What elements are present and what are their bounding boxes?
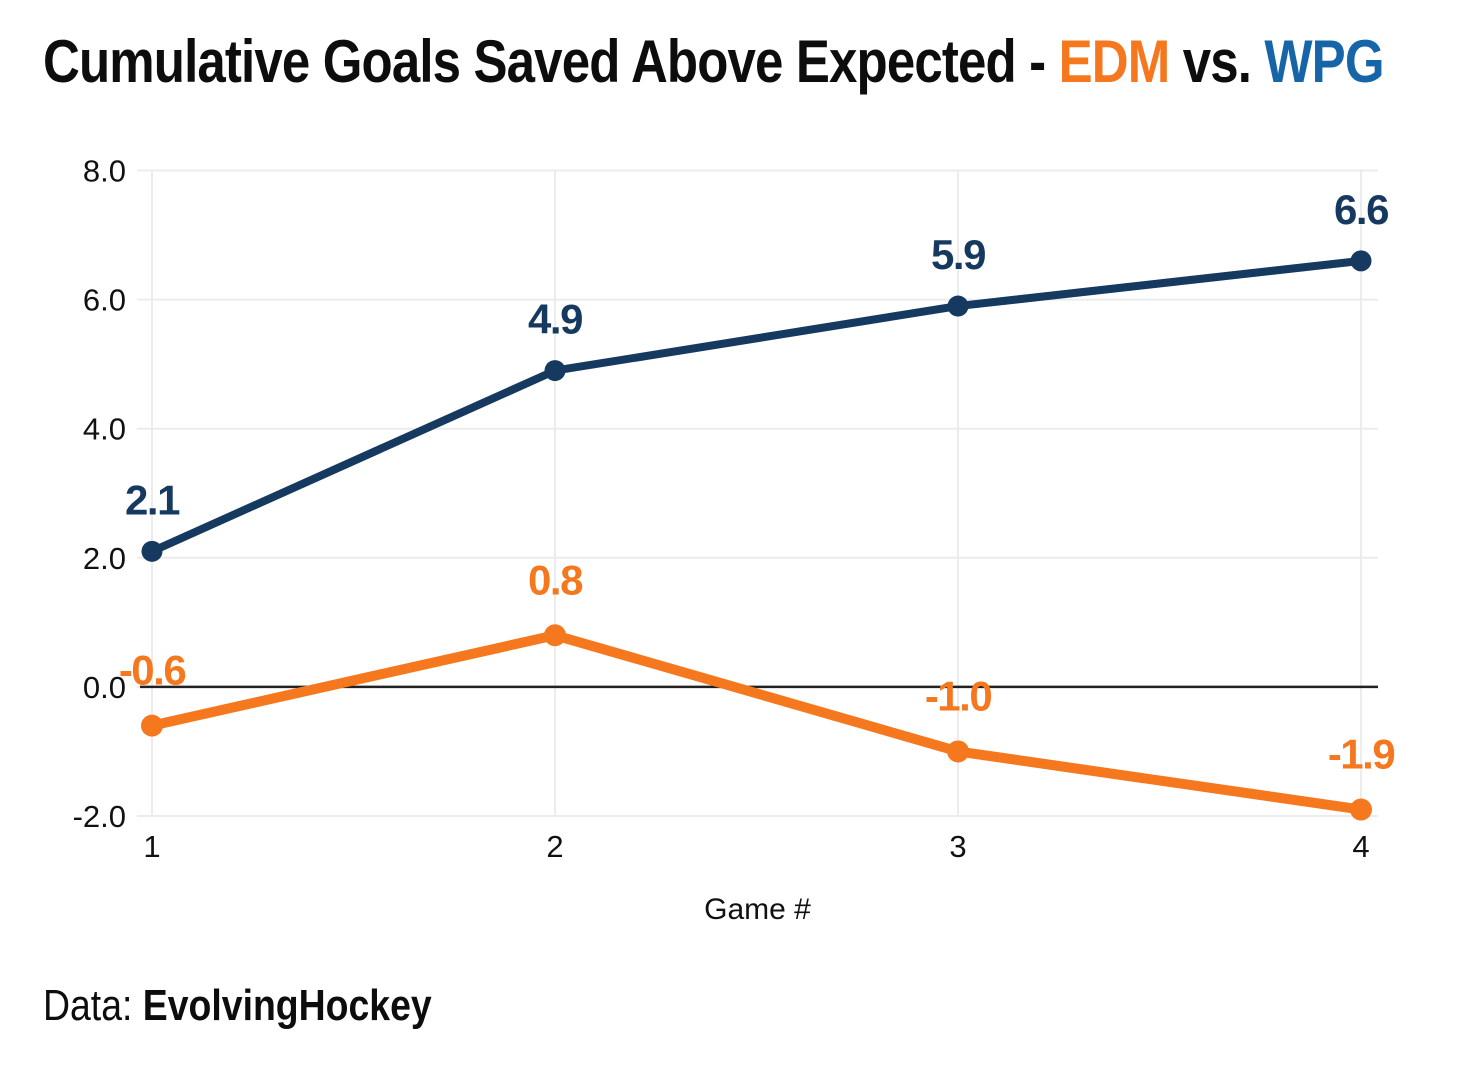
wpg-value-label-game-4: 6.6 — [1334, 186, 1388, 233]
edm-point-game-2 — [544, 624, 566, 647]
x-tick-label-1: 1 — [143, 829, 160, 864]
edm-point-game-4 — [1350, 798, 1372, 821]
y-tick-label-0.0: 0.0 — [83, 670, 126, 705]
edm-line — [147, 630, 1366, 815]
data-source: Data: EvolvingHockey — [43, 981, 432, 1031]
wpg-point-game-2 — [544, 360, 566, 382]
chart-title: Cumulative Goals Saved Above Expected - … — [43, 28, 1385, 95]
wpg-value-label-game-3: 5.9 — [931, 231, 985, 278]
wpg-value-label-game-1: 2.1 — [125, 476, 180, 523]
title-team-edm: EDM — [1058, 28, 1171, 95]
y-tick-label-2.0: 2.0 — [83, 541, 126, 576]
edm-value-label-game-3: -1.0 — [925, 672, 992, 719]
x-tick-label-4: 4 — [1352, 829, 1369, 864]
edm-value-label-game-1: -0.6 — [119, 647, 186, 694]
data-source-name: EvolvingHockey — [142, 981, 432, 1030]
wpg-point-game-4 — [1350, 250, 1372, 272]
data-source-label: Data: — [43, 981, 143, 1030]
y-tick-label--2.0: -2.0 — [73, 799, 126, 834]
wpg-line — [148, 256, 1365, 556]
edm-value-label-game-4: -1.9 — [1328, 731, 1395, 778]
title-team-wpg: WPG — [1264, 28, 1384, 95]
y-tick-label-4.0: 4.0 — [83, 412, 126, 447]
x-tick-label-2: 2 — [546, 829, 563, 864]
title-vs-text: vs. — [1169, 28, 1265, 95]
wpg-point-game-3 — [947, 295, 969, 317]
title-text: Cumulative Goals Saved Above Expected - — [43, 28, 1059, 95]
edm-point-game-3 — [947, 740, 969, 763]
y-tick-label-8.0: 8.0 — [83, 154, 126, 189]
x-tick-label-3: 3 — [949, 829, 966, 864]
y-tick-label-6.0: 6.0 — [83, 283, 126, 318]
wpg-point-game-1 — [141, 540, 163, 562]
edm-value-label-game-2: 0.8 — [528, 556, 583, 603]
x-axis-title: Game # — [704, 893, 811, 926]
wpg-value-label-game-2: 4.9 — [528, 296, 582, 343]
edm-point-game-1 — [141, 714, 163, 737]
